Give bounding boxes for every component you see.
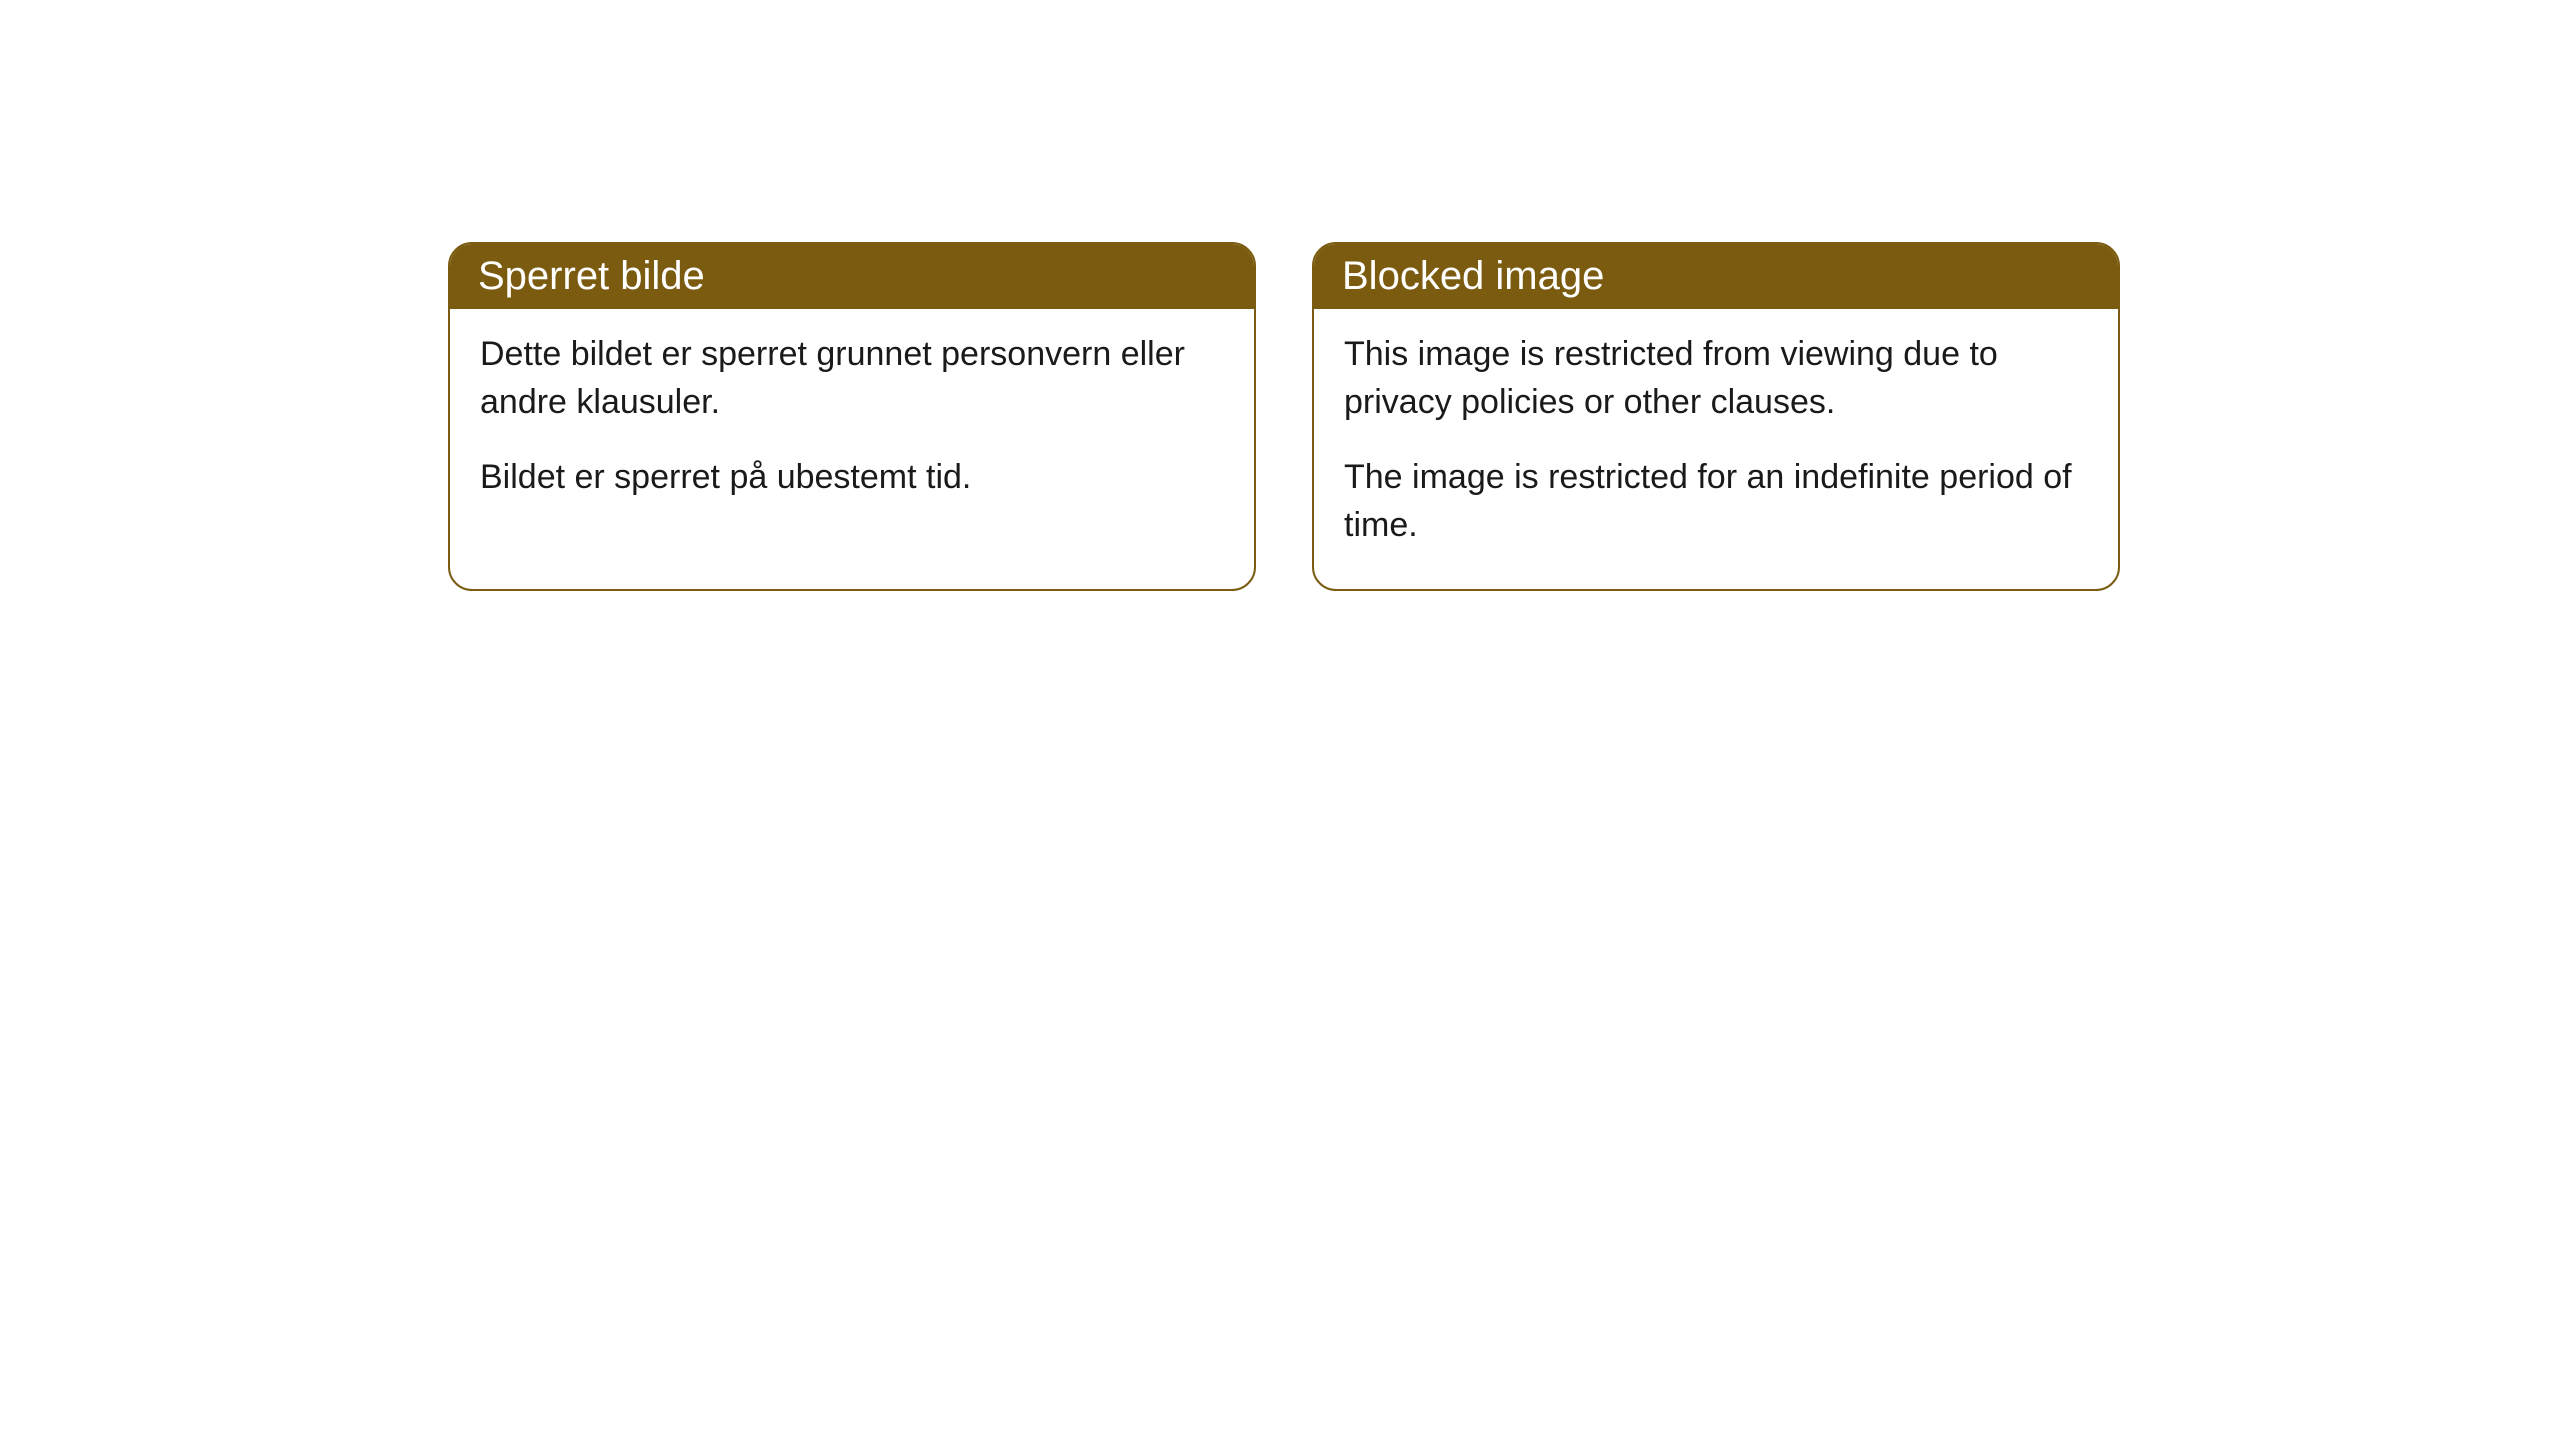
blocked-image-card-english: Blocked image This image is restricted f… (1312, 242, 2120, 591)
card-header: Sperret bilde (450, 244, 1254, 309)
card-paragraph: Bildet er sperret på ubestemt tid. (480, 454, 1224, 502)
card-body: This image is restricted from viewing du… (1314, 309, 2118, 589)
card-paragraph: This image is restricted from viewing du… (1344, 331, 2088, 426)
card-paragraph: The image is restricted for an indefinit… (1344, 454, 2088, 549)
card-container: Sperret bilde Dette bildet er sperret gr… (0, 0, 2560, 591)
card-title: Blocked image (1342, 254, 1604, 298)
card-body: Dette bildet er sperret grunnet personve… (450, 309, 1254, 542)
blocked-image-card-norwegian: Sperret bilde Dette bildet er sperret gr… (448, 242, 1256, 591)
card-paragraph: Dette bildet er sperret grunnet personve… (480, 331, 1224, 426)
card-header: Blocked image (1314, 244, 2118, 309)
card-title: Sperret bilde (478, 254, 705, 298)
